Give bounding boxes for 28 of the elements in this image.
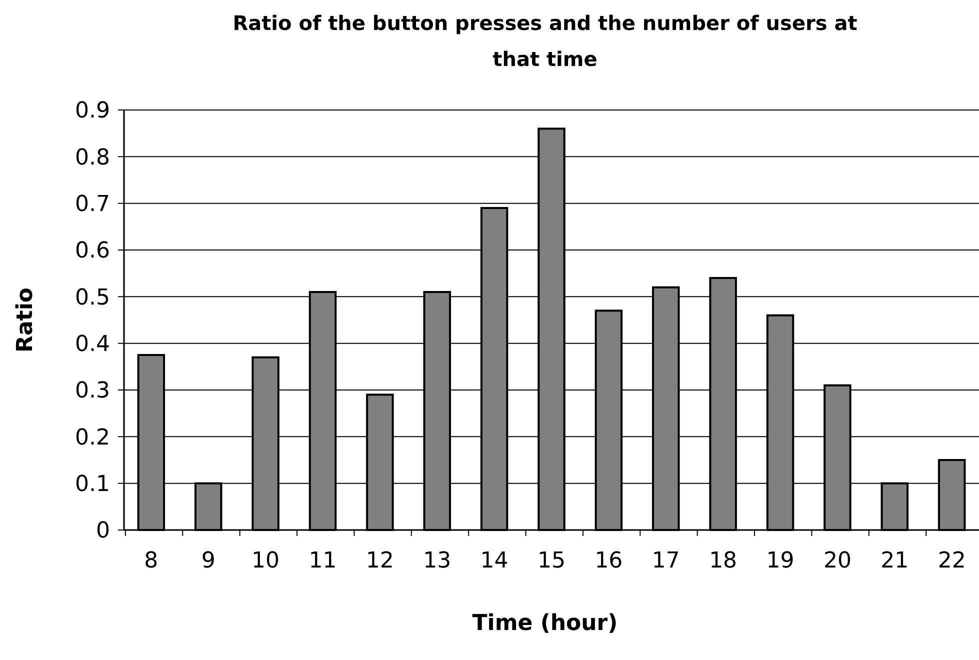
x-tick-label: 16	[594, 548, 623, 574]
x-tick-label: 20	[823, 548, 852, 574]
x-tick-label: 15	[538, 548, 566, 574]
y-tick-label: 0.8	[75, 145, 110, 170]
y-tick-label: 0.1	[75, 472, 110, 498]
x-tick-label: 10	[252, 548, 280, 574]
x-tick-label: 21	[880, 548, 909, 574]
x-tick-label: 14	[480, 548, 508, 574]
x-tick-label: 11	[308, 548, 337, 574]
chart-title: Ratio of the button presses and the number of users at that time	[232, 11, 858, 71]
x-tick-label: 22	[938, 548, 966, 574]
x-tick-label: 12	[366, 548, 394, 574]
y-tick-label: 0.6	[75, 238, 110, 264]
x-tick-label: 13	[423, 548, 452, 574]
y-tick-label: 0.3	[75, 378, 110, 404]
x-tick-label: 8	[144, 548, 158, 574]
x-tick-label: 19	[766, 548, 794, 574]
x-tick-label: 17	[652, 548, 680, 574]
y-tick-label: 0.2	[75, 425, 110, 450]
y-tick-label: 0	[96, 518, 110, 544]
y-axis-title: Ratio	[13, 288, 38, 352]
y-tick-label: 0.7	[75, 192, 110, 218]
y-tick-label: 0.9	[75, 98, 110, 124]
x-tick-label: 18	[709, 548, 738, 574]
x-tick-label: 9	[201, 548, 216, 574]
y-tick-label: 0.5	[75, 285, 110, 310]
x-axis-title: Time (hour)	[472, 611, 618, 636]
y-tick-label: 0.4	[75, 332, 110, 358]
